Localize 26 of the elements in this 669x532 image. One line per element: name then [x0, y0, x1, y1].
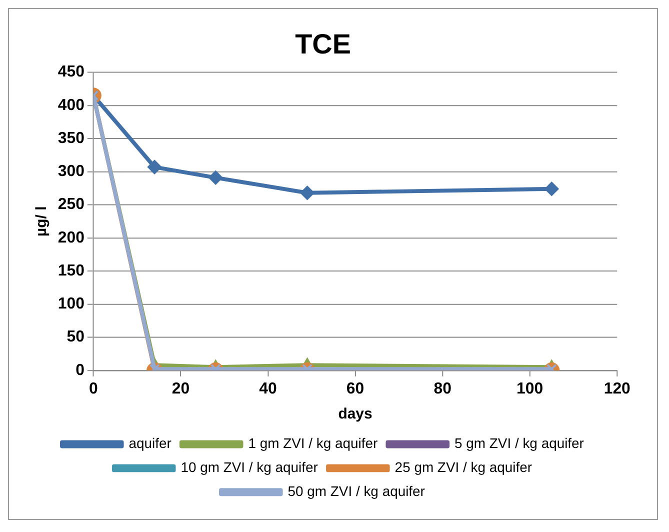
y-tick-label: 300 [58, 163, 85, 180]
y-tick-label: 50 [66, 328, 85, 346]
x-tick-label: 60 [346, 380, 364, 398]
y-tick-label: 0 [76, 362, 85, 379]
x-tick-label: 100 [516, 380, 544, 398]
x-axis-title: days [338, 406, 372, 423]
legend-label: 1 gm ZVI / kg aquifer [248, 435, 378, 452]
legend-label: 5 gm ZVI / kg aquifer [454, 435, 584, 452]
y-tick-label: 250 [58, 196, 85, 214]
legend-label: 25 gm ZVI / kg aquifer [394, 459, 532, 476]
x-tick-label: 120 [604, 380, 631, 398]
y-tick-label: 150 [58, 262, 85, 280]
x-tick-label: 40 [259, 380, 277, 398]
y-tick-label: 400 [58, 96, 85, 114]
legend-label: 10 gm ZVI / kg aquifer [180, 459, 318, 476]
x-tick-label: 80 [434, 380, 452, 398]
x-tick-label: 20 [172, 380, 190, 398]
y-tick-label: 200 [58, 229, 85, 246]
y-tick-label: 350 [58, 130, 85, 147]
x-tick-label: 0 [88, 380, 98, 398]
chart-title: TCE [295, 28, 351, 60]
legend-label: 50 gm ZVI / kg aquifer [288, 482, 426, 499]
y-tick-label: 450 [58, 64, 85, 81]
y-tick-label: 100 [58, 296, 85, 313]
y-axis-title: µg/ l [33, 206, 50, 236]
legend-label: aquifer [128, 435, 172, 452]
